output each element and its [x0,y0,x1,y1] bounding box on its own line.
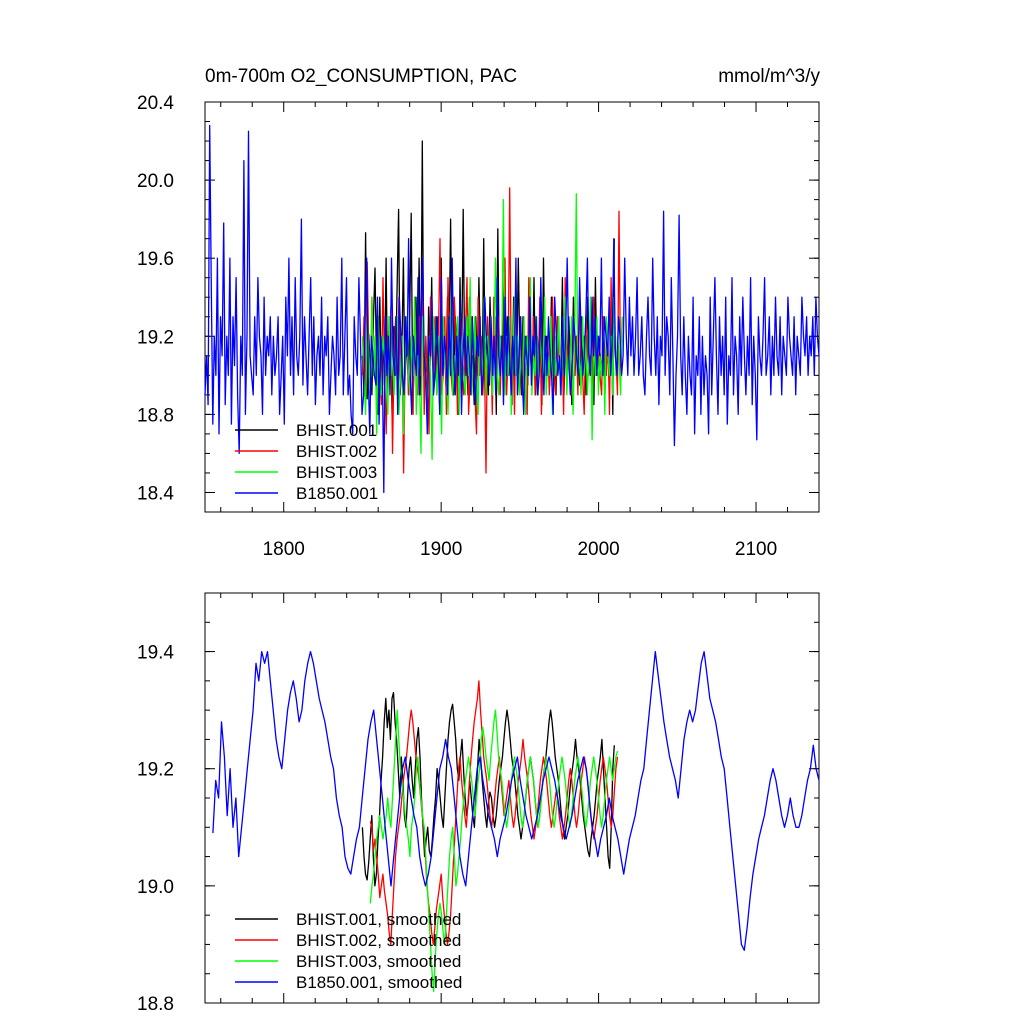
x-tick-label: 2100 [735,539,777,560]
legend-label: B1850.001, smoothed [296,973,462,992]
bottom-panel: 18.819.019.219.4 BHIST.001, smoothedBHIS… [137,592,820,1015]
legend-label: BHIST.003 [296,463,377,482]
series-line [369,680,619,946]
x-tick-label: 2000 [577,539,619,560]
series-line [212,650,820,951]
y-tick-label: 20.4 [137,93,174,114]
series-group [204,124,820,494]
y-tick-label: 18.8 [137,405,174,426]
series-line [361,193,623,460]
legend-label: BHIST.002, smoothed [296,931,461,950]
legend-label: BHIST.001, smoothed [296,910,461,929]
y-tick-label: 18.8 [137,994,174,1015]
legend-label: BHIST.002 [296,442,377,461]
y-tick-label: 18.4 [137,483,174,504]
y-tick-label: 19.2 [137,327,174,348]
legend-label: BHIST.003, smoothed [296,952,461,971]
axis-ticks: 1800 1900 2000 2100 18.4 18.8 19.2 19.6 20.0 20.4 [137,93,820,560]
legend-label: BHIST.001 [296,421,377,440]
series-line [369,709,619,992]
x-tick-label: 1800 [263,539,305,560]
x-tick-label: 1900 [420,539,462,560]
y-tick-label: 19.0 [137,877,174,898]
series-line [204,124,820,494]
y-tick-label: 19.4 [137,643,174,664]
chart-title: 0m-700m O2_CONSUMPTION, PAC [205,66,517,87]
legend: BHIST.001 BHIST.002 BHIST.003 B1850.001 [235,421,378,503]
series-group [212,650,820,992]
legend: BHIST.001, smoothed BHIST.002, smoothed BH… [235,910,462,992]
axis-ticks: 18.8 19.0 19.2 19.4 [137,592,820,1015]
top-panel: 0m-700m O2_CONSUMPTION, PAC mmol/m^3/y 1… [137,66,820,560]
units-label: mmol/m^3/y [718,66,820,87]
y-tick-label: 19.2 [137,760,174,781]
plot-frame [204,101,820,513]
y-tick-label: 20.0 [137,171,174,192]
y-tick-label: 19.6 [137,249,174,270]
legend-label: B1850.001 [296,484,378,503]
